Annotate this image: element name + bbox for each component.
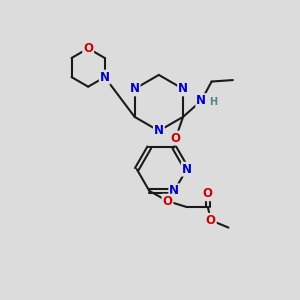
Text: N: N xyxy=(154,124,164,137)
Text: O: O xyxy=(163,195,172,208)
Text: N: N xyxy=(130,82,140,95)
Text: N: N xyxy=(100,70,110,84)
Text: O: O xyxy=(203,187,213,200)
Text: O: O xyxy=(171,132,181,145)
Text: N: N xyxy=(196,94,206,107)
Text: N: N xyxy=(169,184,179,197)
Text: H: H xyxy=(210,97,218,107)
Text: O: O xyxy=(83,42,93,55)
Text: N: N xyxy=(178,82,188,95)
Text: O: O xyxy=(206,214,216,227)
Text: N: N xyxy=(182,163,192,176)
